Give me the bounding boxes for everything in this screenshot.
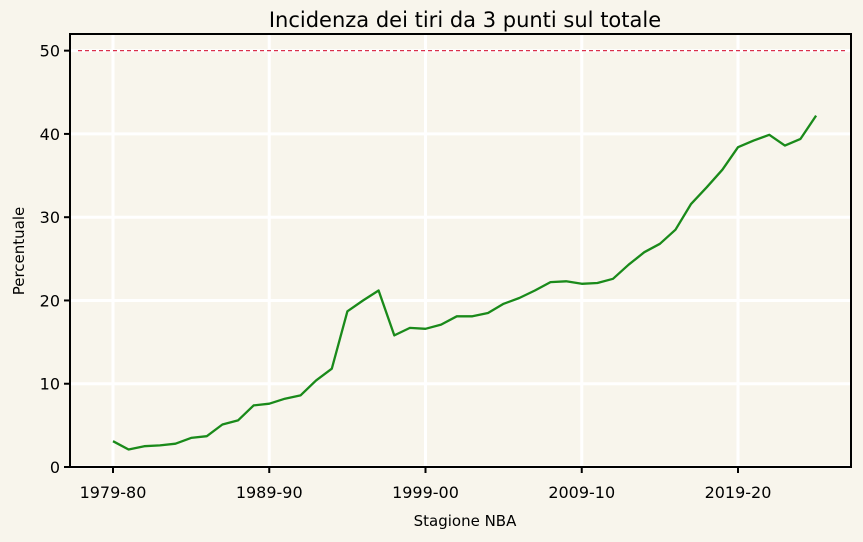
y-axis-label: Percentuale: [10, 207, 28, 296]
x-tick-label: 1999-00: [392, 483, 459, 502]
series-group: [112, 114, 818, 451]
series-line: [112, 114, 818, 451]
x-axis-label: Stagione NBA: [414, 512, 517, 530]
x-axis: 1979-80 1989-90 1999-00 2009-10 2019-20: [80, 467, 772, 502]
x-tick-label: 1979-80: [80, 483, 147, 502]
y-axis: 0 10 20 30 40 50: [40, 42, 70, 477]
y-tick-label: 40: [40, 125, 60, 144]
y-tick-label: 50: [40, 42, 60, 61]
chart-title: Incidenza dei tiri da 3 punti sul totale: [269, 8, 661, 32]
plot-area: [70, 34, 851, 467]
plot-border: [69, 33, 852, 468]
y-tick-label: 20: [40, 291, 60, 310]
y-tick-label: 30: [40, 208, 60, 227]
x-tick-label: 2019-20: [705, 483, 772, 502]
y-tick-label: 10: [40, 375, 60, 394]
x-tick-label: 2009-10: [548, 483, 615, 502]
y-tick-label: 0: [50, 458, 60, 477]
x-tick-label: 1989-90: [236, 483, 303, 502]
